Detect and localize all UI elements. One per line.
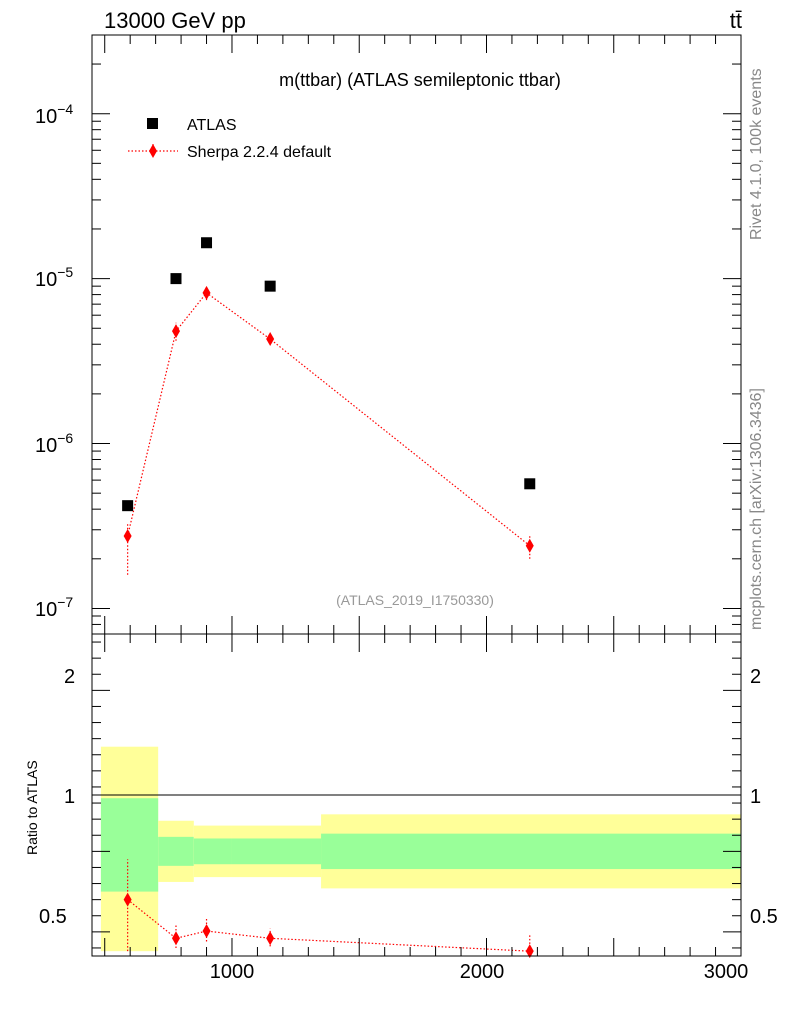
ratio-sherpa-point: [171, 931, 180, 946]
ytick-label-base: 10: [35, 106, 57, 128]
ratio-sherpa-point: [123, 892, 132, 907]
atlas-point: [122, 500, 134, 512]
uncertainty-band-inner: [158, 836, 194, 866]
xtick-label-1000: 1000: [210, 961, 255, 983]
ratio-ytick-label-2-right: 2: [750, 666, 761, 688]
ytick-label-base: 10: [35, 435, 57, 457]
ytick-label-1e-5: 10−5: [35, 264, 73, 291]
ratio-panel: Ratio to ATLAS 2 1 0.5 2 1 0.5 1000 2000…: [24, 633, 778, 983]
ratio-sherpa-line: [127, 899, 530, 952]
ratio-ytick-label-1-left: 1: [64, 786, 75, 808]
uncertainty-band-inner: [100, 798, 159, 892]
ratio-tick-layer: [92, 634, 742, 956]
ytick-label-exponent: −7: [57, 594, 73, 610]
ratio-band-layer: [100, 746, 741, 952]
ratio-ytick-label-2-left: 2: [64, 666, 75, 688]
main-ytick-labels: 10−7 10−6 10−5 10−4: [35, 101, 73, 621]
ratio-frame: [91, 633, 742, 957]
ytick-label-1e-6: 10−6: [35, 430, 73, 457]
ratio-ytick-label-1-right: 1: [750, 786, 761, 808]
ratio-series-layer: [123, 859, 534, 959]
legend-marker-sherpa: [149, 144, 157, 158]
ratio-ytick-label-0.5-left: 0.5: [39, 906, 67, 928]
ratio-xtick-labels: 1000 2000 3000: [210, 961, 749, 983]
sherpa-line: [127, 292, 531, 547]
sherpa-point: [171, 324, 180, 339]
uncertainty-band-inner: [321, 833, 741, 870]
analysis-label: (ATLAS_2019_I1750330): [336, 592, 494, 608]
uncertainty-band-inner: [231, 838, 322, 865]
uncertainty-band-inner: [193, 838, 232, 865]
sherpa-point: [525, 538, 534, 553]
ratio-sherpa-point: [202, 924, 211, 939]
main-tick-layer: [92, 35, 742, 635]
header-energy-label: 13000 GeV pp: [104, 8, 246, 33]
ytick-label-exponent: −5: [57, 264, 73, 280]
ytick-label-1e-7: 10−7: [35, 594, 73, 621]
ytick-label-base: 10: [35, 599, 57, 621]
ytick-label-1e-4: 10−4: [35, 101, 73, 128]
main-series-layer: [122, 237, 536, 575]
ytick-label-exponent: −6: [57, 430, 73, 446]
ytick-label-exponent: −4: [57, 101, 73, 117]
atlas-point: [201, 237, 213, 249]
sherpa-point: [202, 285, 211, 300]
ytick-label-base: 10: [35, 269, 57, 291]
legend-label-atlas: ATLAS: [187, 117, 237, 134]
mcplots-reference-label: mcplots.cern.ch [arXiv:1306.3436]: [748, 388, 765, 630]
rivet-version-label: Rivet 4.1.0, 100k events: [748, 68, 765, 240]
atlas-point: [170, 273, 182, 285]
ratio-ytick-label-0.5-right: 0.5: [750, 906, 778, 928]
sherpa-point: [123, 528, 132, 543]
legend-label-sherpa: Sherpa 2.2.4 default: [187, 144, 332, 161]
sherpa-point: [266, 332, 275, 347]
atlas-point: [524, 478, 536, 490]
header-process-label: tt̄: [730, 8, 742, 33]
atlas-point: [264, 280, 276, 292]
main-panel: m(ttbar) (ATLAS semileptonic ttbar) (ATL…: [35, 34, 742, 635]
main-title: m(ttbar) (ATLAS semileptonic ttbar): [279, 70, 561, 90]
xtick-label-3000: 3000: [704, 961, 749, 983]
ratio-sherpa-point: [266, 931, 275, 946]
legend-marker-atlas: [147, 118, 158, 129]
ratio-ytick-labels: 2 1 0.5 2 1 0.5: [39, 666, 778, 928]
ratio-ylabel: Ratio to ATLAS: [24, 760, 40, 855]
legend: ATLAS Sherpa 2.2.4 default: [128, 117, 332, 161]
ratio-sherpa-point: [525, 944, 534, 959]
xtick-label-2000: 2000: [460, 961, 505, 983]
